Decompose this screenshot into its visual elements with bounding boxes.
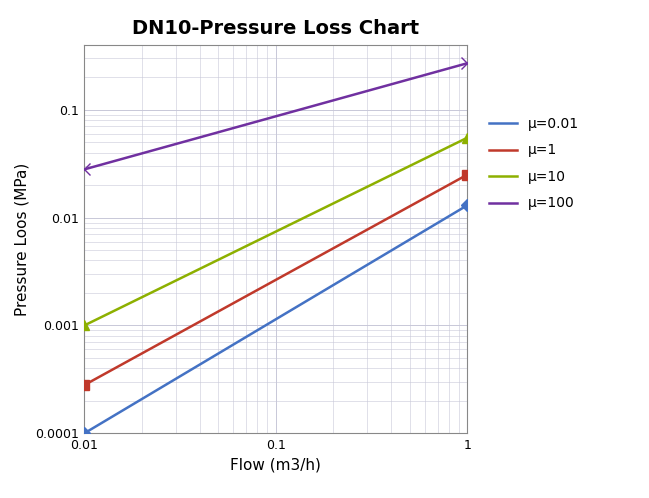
μ=100	[96, 162, 104, 168]
Line: μ=0.01: μ=0.01	[84, 205, 467, 433]
μ=100	[182, 138, 190, 144]
μ=1	[463, 172, 471, 178]
μ=1	[80, 382, 88, 388]
μ=10	[182, 272, 190, 278]
Line: μ=100: μ=100	[84, 63, 467, 169]
μ=0.01	[80, 430, 88, 436]
μ=0.01	[96, 421, 104, 427]
μ=100	[104, 160, 112, 166]
μ=10	[152, 287, 160, 293]
μ=0.01	[431, 222, 439, 228]
μ=0.01	[104, 416, 112, 422]
μ=1	[152, 343, 160, 349]
μ=100	[463, 60, 471, 66]
μ=1	[96, 374, 104, 379]
μ=10	[104, 311, 112, 317]
μ=0.01	[182, 370, 190, 375]
Title: DN10-Pressure Loss Chart: DN10-Pressure Loss Chart	[132, 19, 419, 38]
Line: μ=10: μ=10	[84, 138, 467, 325]
Legend: μ=0.01, μ=1, μ=10, μ=100: μ=0.01, μ=1, μ=10, μ=100	[482, 110, 586, 218]
μ=10	[431, 151, 439, 157]
μ=1	[182, 326, 190, 332]
μ=1	[444, 182, 452, 188]
μ=100	[431, 69, 439, 75]
μ=0.01	[463, 202, 471, 208]
μ=10	[444, 144, 452, 150]
X-axis label: Flow (m3/h): Flow (m3/h)	[230, 457, 321, 473]
μ=1	[104, 370, 112, 375]
μ=1	[431, 190, 439, 196]
μ=0.01	[444, 214, 452, 220]
Y-axis label: Pressure Loos (MPa): Pressure Loos (MPa)	[14, 162, 29, 316]
μ=0.01	[152, 388, 160, 394]
μ=10	[80, 322, 88, 328]
μ=100	[152, 146, 160, 152]
Line: μ=1: μ=1	[84, 175, 467, 385]
μ=100	[444, 66, 452, 72]
μ=10	[96, 315, 104, 321]
μ=100	[80, 166, 88, 172]
μ=10	[463, 135, 471, 141]
